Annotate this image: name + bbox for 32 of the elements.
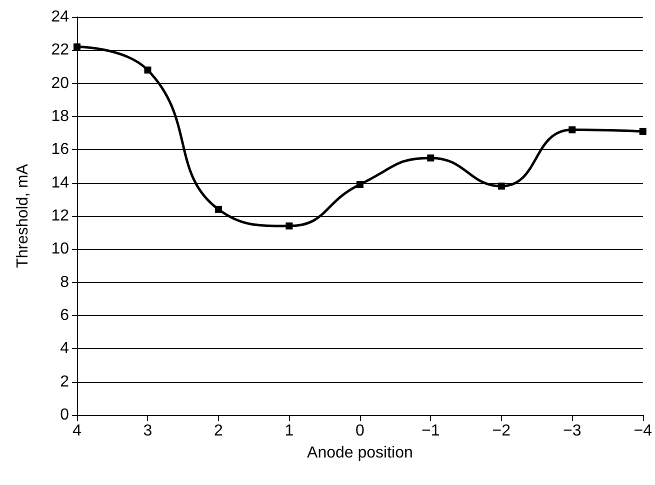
point: [427, 154, 434, 162]
x-tick-label: −2: [492, 422, 511, 440]
y-tick-label: 14: [51, 174, 70, 192]
y-tick-label: 0: [60, 406, 70, 424]
point: [498, 182, 505, 190]
x-tick-label: −3: [563, 422, 582, 440]
x-tick-label: 0: [355, 422, 364, 440]
y-tick-label: 2: [60, 373, 70, 390]
point: [568, 126, 576, 134]
y-tick-label: 24: [51, 8, 70, 26]
y-tick-label: 10: [51, 240, 70, 258]
x-axis-title: Anode position: [307, 444, 413, 462]
y-tick-label: 18: [51, 108, 70, 125]
point: [144, 66, 152, 74]
point: [214, 206, 222, 213]
y-tick-label: 12: [51, 208, 70, 224]
x-tick-label: 2: [214, 422, 224, 440]
y-tick-label: 8: [60, 274, 70, 291]
y-axis-title: Threshold, mA: [14, 164, 32, 268]
y-tick-label: 22: [51, 42, 70, 59]
point: [639, 128, 646, 135]
x-tick-label: −4: [634, 422, 652, 440]
y-tick-label: 6: [60, 307, 70, 324]
x-tick-label: 3: [143, 422, 152, 440]
x-tick-label: −1: [422, 422, 440, 440]
point: [286, 222, 293, 230]
y-tick-label: 16: [51, 141, 70, 158]
x-tick-label: 1: [284, 422, 294, 440]
x-tick-label: 4: [72, 422, 82, 440]
point: [356, 180, 364, 188]
y-tick-label: 20: [51, 74, 70, 92]
y-tick-label: 4: [60, 340, 70, 358]
